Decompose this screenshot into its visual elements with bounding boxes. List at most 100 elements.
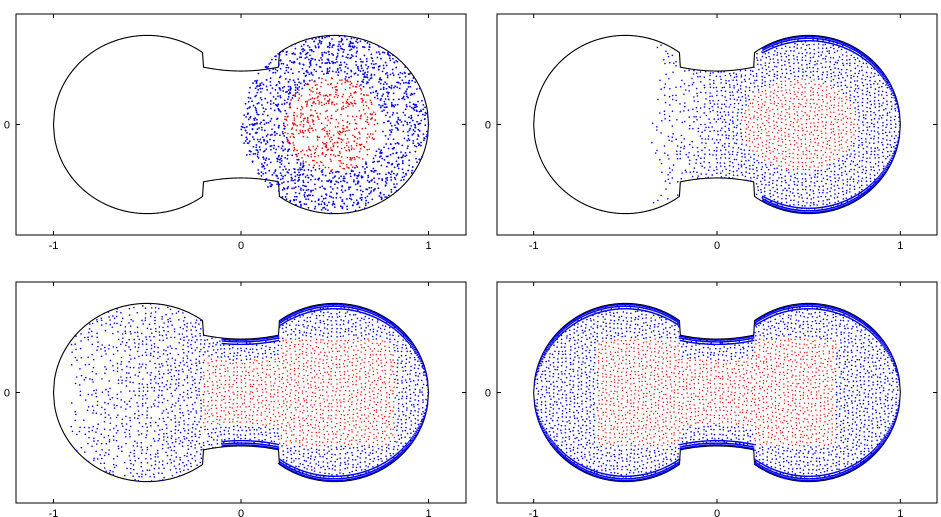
- red-point: [834, 115, 837, 118]
- red-point: [319, 112, 322, 115]
- blue-point: [741, 152, 743, 155]
- blue-point: [279, 95, 282, 97]
- red-point: [339, 131, 342, 134]
- blue-point: [388, 57, 391, 60]
- red-point: [312, 91, 314, 93]
- red-point: [833, 158, 835, 160]
- blue-point: [263, 123, 266, 126]
- blue-point: [729, 160, 731, 163]
- blue-point: [305, 70, 308, 73]
- red-point: [296, 125, 298, 127]
- blue-point: [100, 413, 102, 416]
- blue-point: [720, 71, 722, 73]
- blue-point: [898, 120, 900, 123]
- red-point: [358, 156, 360, 159]
- blue-point: [383, 193, 385, 196]
- blue-point: [802, 188, 804, 191]
- blue-point: [834, 181, 837, 183]
- red-point: [800, 103, 802, 106]
- blue-point: [721, 134, 724, 136]
- blue-point: [297, 179, 300, 181]
- blue-point: [680, 146, 682, 149]
- blue-point: [728, 164, 731, 167]
- red-point: [356, 115, 358, 118]
- blue-point: [136, 442, 138, 444]
- blue-point: [858, 155, 860, 157]
- blue-point: [280, 157, 283, 160]
- red-point: [821, 95, 823, 97]
- red-point: [770, 161, 772, 163]
- blue-point: [801, 181, 803, 184]
- blue-point: [836, 196, 839, 198]
- blue-point: [873, 150, 876, 152]
- red-point: [832, 130, 834, 133]
- blue-point: [376, 160, 379, 163]
- red-point: [825, 96, 828, 98]
- blue-point: [801, 177, 804, 180]
- blue-point: [657, 98, 659, 101]
- blue-point: [752, 164, 754, 167]
- blue-point: [70, 364, 73, 366]
- red-point: [370, 101, 373, 104]
- blue-point: [261, 136, 264, 139]
- x-tick-label: 0: [238, 508, 244, 517]
- blue-point: [886, 82, 888, 85]
- blue-point: [286, 50, 288, 53]
- blue-point: [699, 107, 702, 109]
- red-point: [773, 101, 776, 103]
- red-point: [324, 126, 326, 129]
- blue-point: [100, 355, 103, 358]
- blue-point: [880, 117, 883, 119]
- blue-point: [688, 151, 690, 154]
- blue-point: [116, 397, 119, 400]
- red-point: [780, 160, 783, 163]
- blue-point: [857, 171, 859, 173]
- blue-point: [346, 72, 349, 75]
- blue-point: [96, 332, 98, 335]
- blue-point: [877, 161, 880, 163]
- red-point: [366, 121, 369, 124]
- blue-point: [309, 48, 311, 51]
- blue-point: [814, 184, 816, 187]
- blue-point: [120, 406, 122, 408]
- red-point: [344, 130, 346, 133]
- blue-point: [882, 124, 884, 127]
- blue-point: [392, 57, 394, 60]
- red-point: [838, 97, 840, 99]
- red-point: [293, 144, 295, 146]
- blue-point: [84, 399, 87, 401]
- blue-point: [898, 134, 901, 136]
- blue-point: [398, 163, 400, 166]
- blue-point: [326, 67, 329, 70]
- blue-point: [386, 71, 388, 74]
- blue-point: [753, 161, 756, 164]
- blue-point: [252, 104, 255, 107]
- blue-point: [93, 437, 95, 440]
- red-point: [319, 93, 322, 96]
- blue-point: [884, 79, 886, 82]
- red-point: [336, 96, 339, 99]
- blue-point: [740, 148, 742, 151]
- blue-point: [353, 173, 356, 176]
- blue-point: [849, 90, 851, 92]
- blue-point: [792, 67, 795, 70]
- blue-point: [79, 426, 81, 429]
- red-point: [344, 134, 347, 136]
- blue-point: [269, 84, 272, 87]
- blue-point: [95, 450, 97, 453]
- blue-point: [124, 431, 126, 434]
- blue-point: [346, 57, 349, 59]
- blue-point: [276, 183, 279, 185]
- red-point: [376, 122, 379, 125]
- blue-point: [668, 119, 671, 122]
- blue-point: [785, 56, 788, 58]
- blue-point: [348, 45, 350, 48]
- blue-point: [853, 90, 856, 92]
- blue-point: [248, 140, 251, 143]
- blue-point: [414, 130, 416, 133]
- blue-point: [818, 186, 821, 188]
- blue-point: [290, 61, 293, 64]
- red-point: [784, 97, 786, 99]
- blue-point: [381, 51, 384, 54]
- blue-point: [736, 174, 739, 177]
